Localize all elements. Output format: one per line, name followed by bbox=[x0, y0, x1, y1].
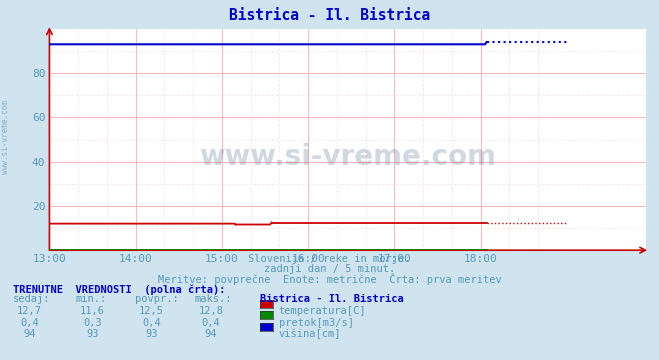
Text: 12,7: 12,7 bbox=[17, 306, 42, 316]
Text: 12,8: 12,8 bbox=[198, 306, 223, 316]
Text: 93: 93 bbox=[146, 329, 158, 339]
Text: min.:: min.: bbox=[76, 294, 107, 305]
Text: www.si-vreme.com: www.si-vreme.com bbox=[1, 100, 10, 174]
Text: Bistrica - Il. Bistrica: Bistrica - Il. Bistrica bbox=[260, 294, 404, 305]
Text: TRENUTNE  VREDNOSTI  (polna črta):: TRENUTNE VREDNOSTI (polna črta): bbox=[13, 284, 225, 295]
Text: višina[cm]: višina[cm] bbox=[279, 329, 341, 339]
Text: pretok[m3/s]: pretok[m3/s] bbox=[279, 318, 354, 328]
Text: 94: 94 bbox=[24, 329, 36, 339]
Text: temperatura[C]: temperatura[C] bbox=[279, 306, 366, 316]
Text: Slovenija / reke in morje.: Slovenija / reke in morje. bbox=[248, 254, 411, 264]
Text: 0,4: 0,4 bbox=[202, 318, 220, 328]
Text: Meritve: povprečne  Enote: metrične  Črta: prva meritev: Meritve: povprečne Enote: metrične Črta:… bbox=[158, 273, 501, 285]
Text: 0,3: 0,3 bbox=[83, 318, 101, 328]
Text: zadnji dan / 5 minut.: zadnji dan / 5 minut. bbox=[264, 264, 395, 274]
Text: 94: 94 bbox=[205, 329, 217, 339]
Text: 12,5: 12,5 bbox=[139, 306, 164, 316]
Text: povpr.:: povpr.: bbox=[135, 294, 179, 305]
Text: 0,4: 0,4 bbox=[20, 318, 39, 328]
Text: maks.:: maks.: bbox=[194, 294, 232, 305]
Text: 0,4: 0,4 bbox=[142, 318, 161, 328]
Text: Bistrica - Il. Bistrica: Bistrica - Il. Bistrica bbox=[229, 8, 430, 23]
Text: 93: 93 bbox=[86, 329, 98, 339]
Text: sedaj:: sedaj: bbox=[13, 294, 51, 305]
Text: www.si-vreme.com: www.si-vreme.com bbox=[199, 143, 496, 171]
Text: 11,6: 11,6 bbox=[80, 306, 105, 316]
